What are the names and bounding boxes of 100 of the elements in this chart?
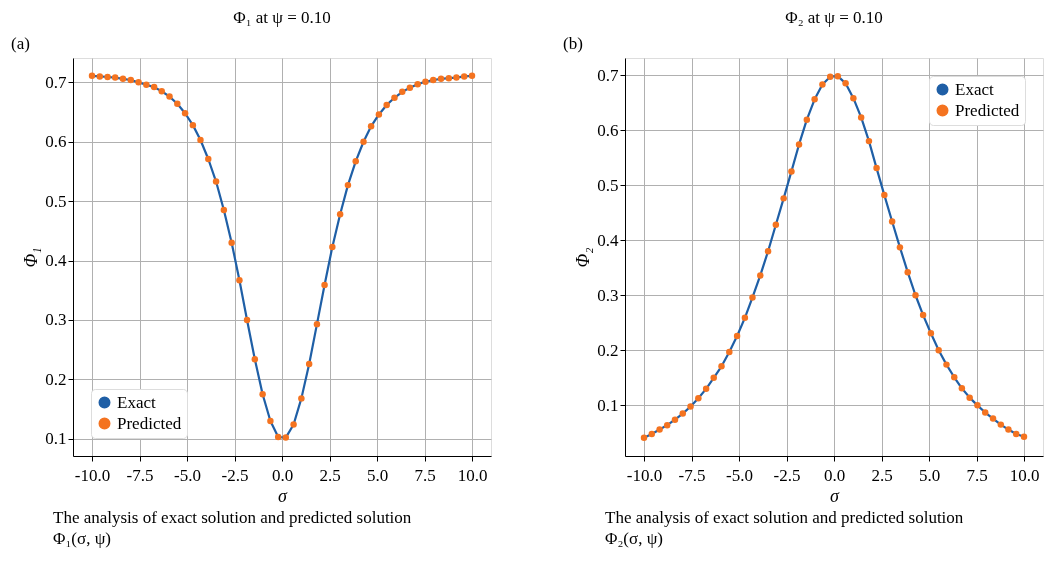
point: [329, 243, 336, 251]
point: [414, 80, 421, 88]
x-tick-label: 5.0: [918, 465, 941, 485]
point: [764, 247, 772, 255]
x-axis-title: σ: [278, 485, 289, 506]
point: [966, 394, 973, 401]
point: [375, 111, 383, 118]
point: [220, 206, 228, 214]
point: [236, 276, 243, 284]
point: [360, 138, 367, 145]
text: The analysis of exact solution and predicted solution: [53, 508, 412, 527]
point: [710, 374, 717, 382]
y-tick-label: 0.2: [597, 340, 619, 360]
point: [912, 292, 919, 299]
point: [181, 110, 189, 117]
point: [951, 374, 958, 381]
point: [336, 211, 344, 218]
point: [1005, 426, 1012, 433]
point: [997, 421, 1005, 428]
point: [189, 121, 197, 129]
legend-label: Predicted: [955, 100, 1020, 120]
point: [943, 361, 950, 368]
point: [468, 72, 476, 80]
text: Φ₁(σ, ψ): [53, 529, 111, 548]
x-tick-label: 7.5: [966, 465, 988, 485]
legend-label: Predicted: [117, 413, 182, 433]
x-tick-label: -7.5: [126, 465, 154, 485]
point: [127, 76, 134, 84]
point: [989, 415, 997, 422]
point: [896, 244, 904, 251]
point: [640, 434, 648, 442]
point: [321, 281, 328, 289]
point: [274, 433, 282, 441]
point: [919, 311, 927, 319]
point: [282, 434, 290, 441]
x-tick-label: -10.0: [626, 465, 663, 485]
point: [679, 410, 686, 417]
point: [367, 123, 375, 130]
chart-title: Φ₂ at ψ = 0.10: [785, 8, 883, 27]
point: [290, 421, 297, 428]
point: [857, 114, 865, 121]
point: [772, 221, 780, 229]
point: [344, 181, 352, 189]
point: [460, 73, 468, 80]
x-tick-label: -7.5: [678, 465, 706, 485]
x-tick-label: 0.0: [823, 465, 846, 485]
point: [96, 73, 104, 80]
point: [702, 385, 710, 393]
point: [795, 141, 803, 148]
point: [437, 75, 445, 83]
point: [453, 74, 460, 81]
point: [749, 294, 756, 301]
x-tick-label: -5.0: [726, 465, 753, 485]
point: [150, 83, 158, 91]
point: [313, 320, 321, 328]
point: [803, 116, 811, 123]
point: [826, 73, 834, 80]
y-axis-title: Φ₂: [573, 247, 594, 268]
y-tick-label: 0.5: [597, 175, 619, 195]
point: [305, 360, 313, 368]
point: [927, 330, 935, 337]
point: [205, 155, 212, 163]
point: [780, 195, 787, 202]
x-tick-label: 10.0: [1009, 465, 1040, 485]
point: [383, 101, 390, 109]
x-tick-label: -10.0: [74, 465, 111, 485]
point: [166, 93, 173, 100]
point: [430, 76, 437, 84]
x-tick-label: 2.5: [319, 465, 341, 485]
point: [671, 416, 679, 423]
point: [352, 158, 359, 165]
point: [811, 96, 818, 103]
point: [212, 178, 220, 185]
point: [251, 355, 259, 363]
point: [135, 79, 142, 86]
point: [733, 332, 741, 340]
y-tick-label: 0.6: [45, 132, 67, 152]
x-tick-label: 5.0: [366, 465, 389, 485]
point: [399, 88, 406, 96]
point: [143, 81, 150, 88]
point: [111, 74, 119, 81]
point: [267, 417, 274, 425]
text: (a): [11, 34, 30, 53]
y-tick-label: 0.7: [45, 72, 67, 92]
point: [982, 409, 989, 416]
point: [741, 314, 749, 322]
point: [935, 347, 942, 354]
point: [788, 168, 795, 175]
point: [726, 348, 733, 356]
text: The analysis of exact solution and predicted solution: [605, 508, 964, 527]
point: [850, 94, 857, 102]
point: [158, 88, 165, 95]
point: [656, 426, 663, 433]
y-axis-title: Φ₁: [21, 247, 42, 268]
point: [259, 390, 266, 398]
point: [819, 81, 826, 88]
y-tick-label: 0.3: [597, 285, 619, 305]
x-tick-label: -2.5: [773, 465, 801, 485]
point: [757, 272, 764, 279]
point: [174, 100, 181, 107]
